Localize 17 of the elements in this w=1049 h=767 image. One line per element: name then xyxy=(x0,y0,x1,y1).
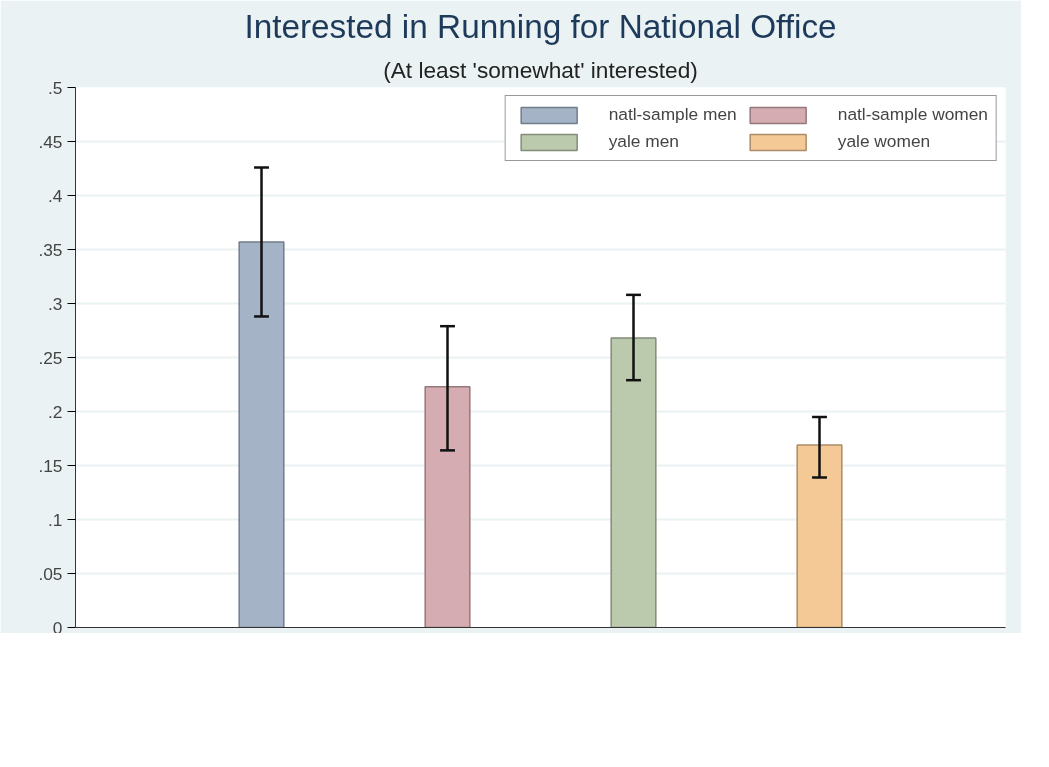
chart-subtitle: (At least 'somewhat' interested) xyxy=(383,56,698,83)
y-tick-label: .35 xyxy=(38,239,63,260)
y-tick-label: .25 xyxy=(38,347,63,368)
y-tick-label: .15 xyxy=(38,455,63,476)
legend-label: yale men xyxy=(608,131,679,152)
legend-label: natl-sample women xyxy=(837,104,988,125)
y-tick-label: .2 xyxy=(48,401,63,422)
chart-title: Interested in Running for National Office xyxy=(244,7,837,45)
legend-label: yale women xyxy=(837,131,931,152)
y-tick-label: .5 xyxy=(48,77,63,98)
y-tick-label: .4 xyxy=(48,185,63,206)
y-tick-label: .45 xyxy=(38,131,63,152)
legend-label: natl-sample men xyxy=(608,104,737,125)
y-tick-label: 0 xyxy=(52,617,63,638)
y-tick-label: .05 xyxy=(38,563,63,584)
y-tick-label: .3 xyxy=(48,293,63,314)
y-tick-label: .1 xyxy=(48,509,63,530)
